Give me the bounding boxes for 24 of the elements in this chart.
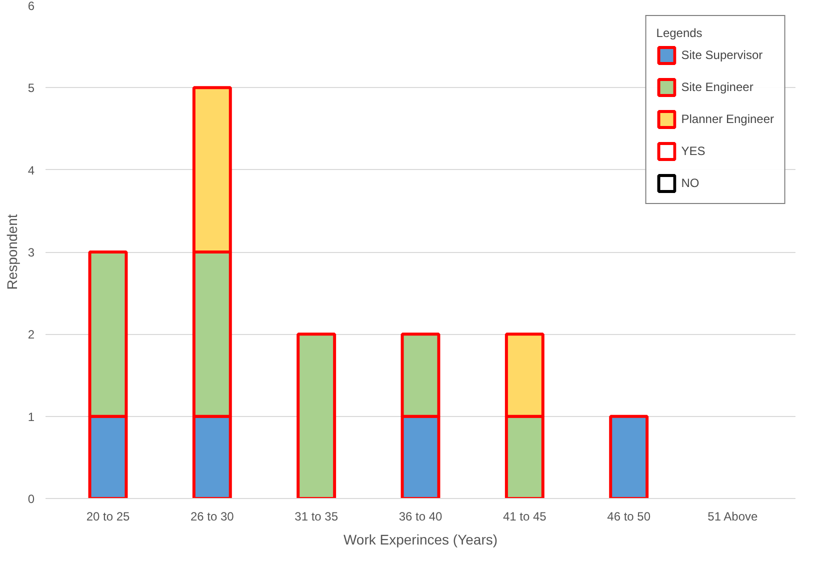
legend-title: Legends xyxy=(656,26,704,40)
y-tick-label: 6 xyxy=(28,0,35,13)
bar xyxy=(296,332,336,498)
x-tick-label: 41 to 45 xyxy=(502,510,547,524)
y-tick-label: 0 xyxy=(28,492,35,506)
legend-label: NO xyxy=(681,176,700,190)
y-tick-label: 3 xyxy=(28,246,35,260)
legend-label: Site Supervisor xyxy=(681,48,763,62)
legend-label: Site Engineer xyxy=(681,80,754,94)
x-tick-label: 51 Above xyxy=(708,510,758,524)
x-tick-label: 26 to 30 xyxy=(190,510,234,524)
y-tick-label: 1 xyxy=(28,410,35,424)
y-tick-label: 2 xyxy=(28,328,35,342)
legend-label: YES xyxy=(681,144,706,158)
y-tick-label: 4 xyxy=(28,163,35,178)
y-tick-label: 5 xyxy=(28,81,35,96)
x-tick-label: 31 to 35 xyxy=(294,510,338,524)
bar xyxy=(609,414,649,498)
legend-label: Planner Engineer xyxy=(681,112,774,126)
y-axis-title: Respondent xyxy=(4,214,20,290)
x-tick-label: 46 to 50 xyxy=(607,510,651,524)
x-tick-label: 36 to 40 xyxy=(398,510,443,524)
x-tick-label: 20 to 25 xyxy=(86,510,130,524)
x-axis-title: Work Experinces (Years) xyxy=(343,532,498,548)
